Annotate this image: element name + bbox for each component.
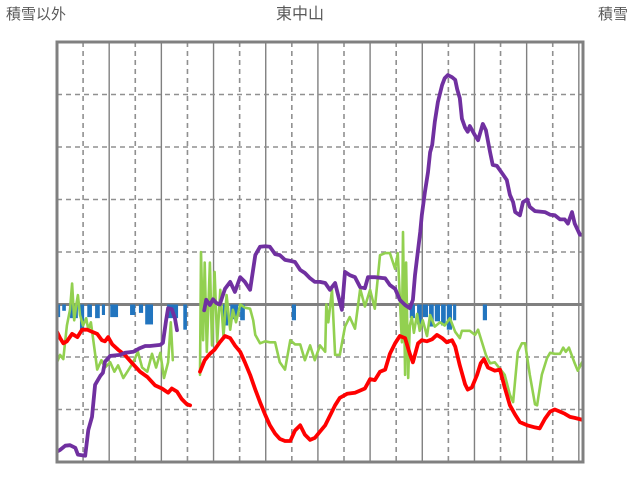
- green-line-series: [57, 230, 583, 407]
- purple-line-series: [57, 73, 583, 458]
- plot-border: [55, 40, 585, 464]
- gridlines: [57, 42, 583, 462]
- red-line-series: [57, 327, 583, 443]
- left-axis-title: 積雪以外: [6, 6, 67, 23]
- chart-title: 東中山: [275, 6, 324, 23]
- right-axis-title: 積雪: [597, 6, 628, 23]
